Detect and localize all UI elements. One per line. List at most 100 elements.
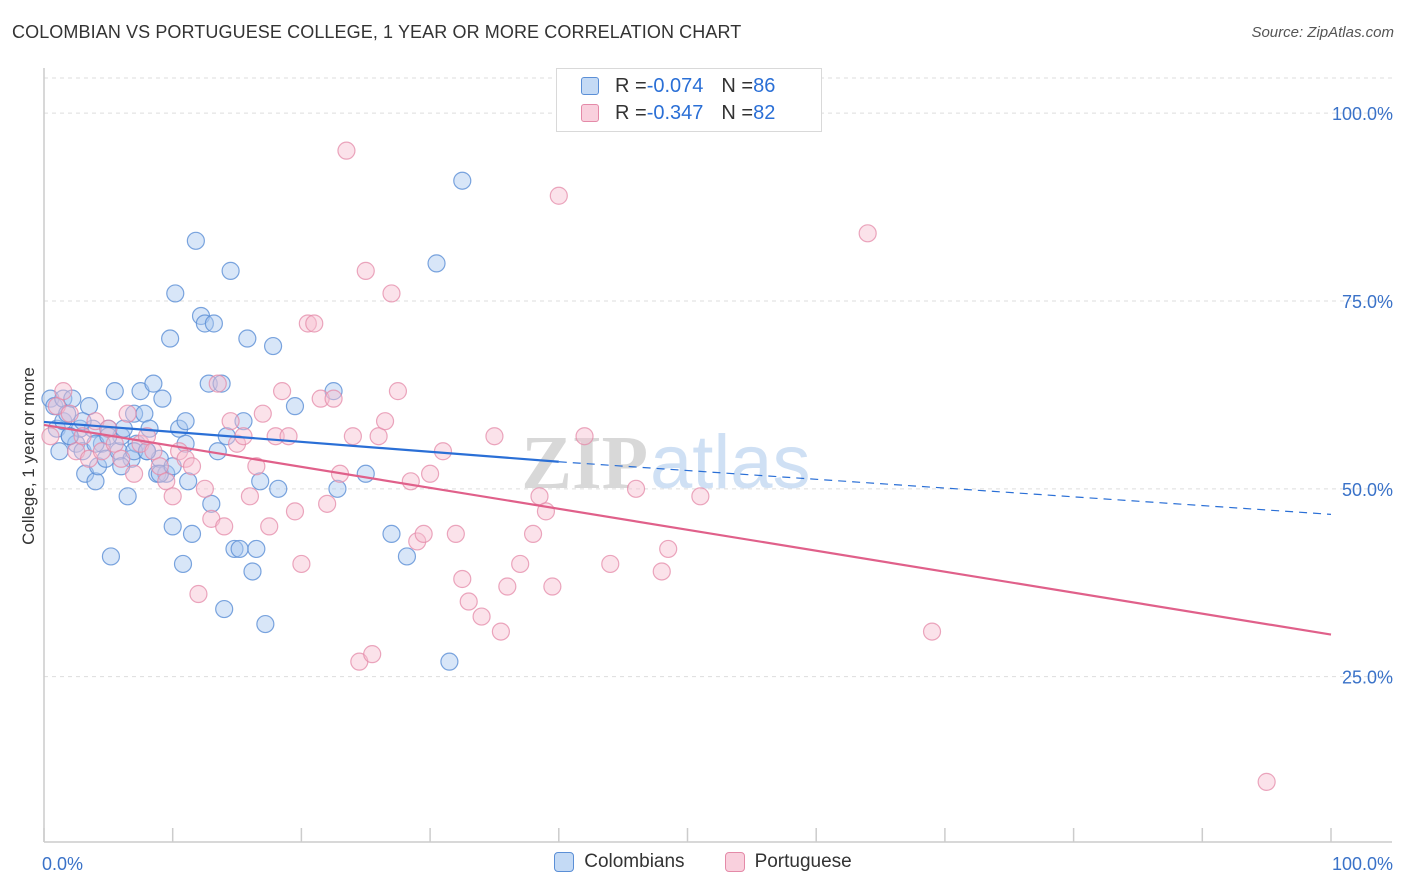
portuguese-point [260,517,279,536]
colombians-point [105,382,124,401]
portuguese-point [343,427,362,446]
watermark-atlas: atlas [650,420,811,505]
colombians-point [186,231,205,250]
portuguese-point [421,464,440,483]
y-tick-label: 50.0% [1342,480,1393,500]
portuguese-point [305,314,324,333]
colombians-point [101,547,121,566]
legend-swatch-pink [581,104,599,122]
portuguese-point [182,457,202,476]
colombians-point [157,464,176,483]
portuguese-point [356,261,375,280]
colombians-swatch [554,852,575,872]
legend-item-portuguese[interactable]: Portuguese [724,851,852,873]
colombians-point [79,397,99,416]
portuguese-point [54,382,73,401]
portuguese-point [459,592,478,611]
portuguese-point [298,314,317,333]
source-credit: Source: ZipAtlas.com [1251,24,1394,41]
portuguese-point [691,487,710,506]
portuguese-point [163,487,182,506]
x-tick-label-min: 0.0% [42,854,83,874]
portuguese-point [549,186,568,205]
portuguese-point [112,449,131,468]
portuguese-point [150,457,169,476]
portuguese-point [922,622,942,641]
portuguese-point [221,412,240,431]
portuguese-point [369,427,388,446]
portuguese-point [215,517,234,536]
colombians-point [50,442,69,461]
colombians-point [243,562,262,581]
legend-item-colombians[interactable]: Colombians [554,851,685,873]
colombians-point [234,412,253,431]
chart-title: COLOMBIAN VS PORTUGUESE COLLEGE, 1 YEAR … [12,22,742,42]
colombians-point [285,397,305,416]
legend-swatch-blue [581,77,599,95]
portuguese-point [363,645,382,664]
colombians-point [179,472,198,491]
colombians-point [173,554,193,574]
colombians-point [221,261,240,280]
colombians-point [182,524,202,544]
legend-r-value: -0.347 [646,101,704,124]
portuguese-point [124,464,144,483]
colombians-point [124,404,144,423]
legend-r-label: R = [615,74,647,97]
portuguese-point [523,524,543,544]
watermark: ZIP atlas [521,420,810,505]
portuguese-point [337,141,356,160]
portuguese-point [195,479,214,498]
legend-n-value: 82 [753,101,776,124]
colombians-point [440,652,459,671]
legend-row-colombians: R = -0.074 N = 86 [581,73,775,99]
portuguese-points [41,141,1276,791]
legend-r-value: -0.074 [646,74,704,97]
portuguese-point [324,389,343,408]
portuguese-label: Portuguese [754,851,852,872]
portuguese-point [485,427,504,446]
legend-r-label: R = [615,101,647,124]
colombians-point [60,427,79,446]
portuguese-point [858,224,877,243]
series-legend: Colombians Portuguese [0,851,1406,873]
portuguese-point [575,427,594,446]
portuguese-point [414,524,433,544]
portuguese-point [375,412,395,431]
portuguese-point [41,427,60,446]
colombians-trend-extension [558,461,1332,515]
colombians-point [453,171,472,190]
portuguese-point [60,404,79,423]
portuguese-point [176,449,195,468]
colombians-point [256,614,275,634]
colombians-point [176,412,195,431]
colombians-point [427,254,446,273]
legend-n-label: N = [721,74,754,97]
portuguese-point [511,554,530,574]
colombians-point [382,524,401,544]
colombians-points [41,171,472,671]
portuguese-point [227,434,247,453]
y-axis-title: College, 1 year or more [19,367,38,545]
grid [44,77,1392,678]
portuguese-point [292,554,311,574]
portuguese-point [157,472,176,491]
portuguese-point [1257,772,1276,791]
portuguese-point [498,577,517,596]
portuguese-point [408,532,427,551]
stats-legend: R = -0.074 N = 86 R = -0.347 N = 82 [556,68,822,132]
colombians-point [144,374,163,393]
colombians-point [86,472,105,491]
portuguese-point [311,389,330,408]
portuguese-point [105,434,124,453]
y-tick-label: 25.0% [1342,668,1393,688]
x-tick-label-max: 100.0% [1332,854,1393,874]
portuguese-swatch [724,852,745,872]
colombians-point [67,434,86,453]
portuguese-point [253,404,272,423]
colombians-point [118,487,137,506]
portuguese-point [401,472,420,491]
portuguese-point [491,622,510,641]
portuguese-point [272,382,292,401]
